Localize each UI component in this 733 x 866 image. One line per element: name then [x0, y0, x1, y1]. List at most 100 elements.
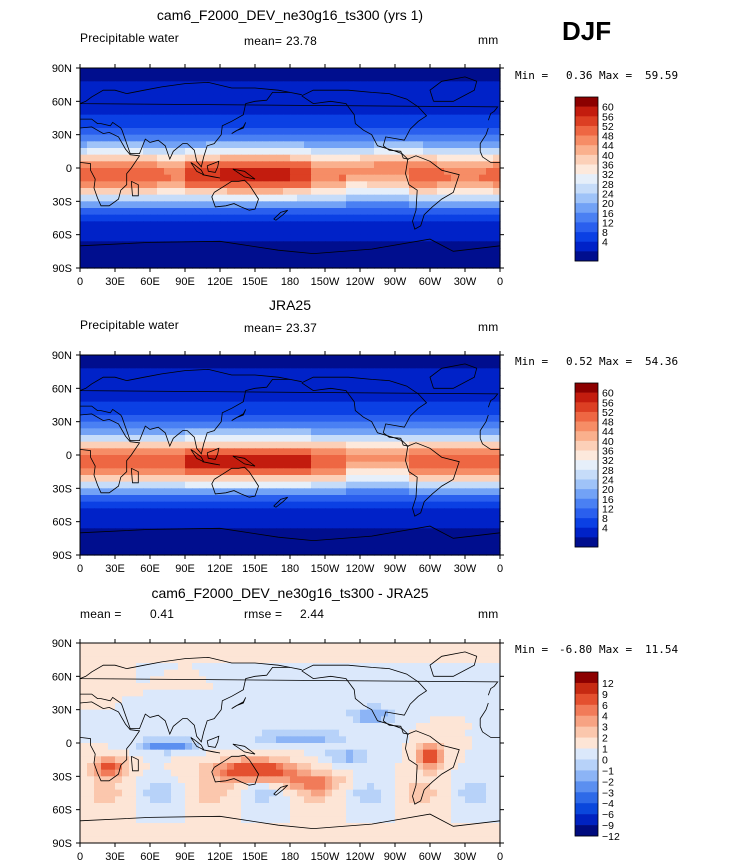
field-cell — [122, 415, 130, 423]
field-cell — [493, 188, 501, 196]
field-cell — [339, 128, 347, 136]
field-cell — [206, 68, 214, 76]
field-cell — [430, 68, 438, 76]
field-cell — [430, 375, 438, 383]
field-cell — [402, 361, 410, 369]
field-cell — [360, 141, 368, 149]
field-cell — [101, 161, 109, 169]
field-cell — [290, 228, 298, 236]
field-cell — [332, 515, 340, 523]
field-cell — [402, 709, 410, 717]
field-cell — [402, 435, 410, 443]
field-cell — [241, 428, 249, 436]
field-cell — [80, 428, 88, 436]
field-cell — [318, 74, 326, 82]
field-cell — [101, 381, 109, 389]
field-cell — [108, 128, 116, 136]
field-cell — [472, 501, 480, 509]
field-cell — [234, 208, 242, 216]
field-cell — [430, 736, 438, 744]
field-cell — [493, 261, 501, 269]
colorbar-box — [575, 537, 598, 548]
field-cell — [122, 508, 130, 516]
field-cell — [472, 214, 480, 222]
field-cell — [136, 355, 144, 363]
field-cell — [101, 214, 109, 222]
field-cell — [136, 401, 144, 409]
field-cell — [332, 208, 340, 216]
field-cell — [409, 134, 417, 142]
field-cell — [402, 241, 410, 249]
field-cell — [458, 395, 466, 403]
field-cell — [227, 261, 235, 269]
field-cell — [234, 174, 242, 182]
y-tick-label: 90N — [52, 63, 72, 75]
field-cell — [472, 515, 480, 523]
field-cell — [430, 703, 438, 711]
field-cell — [178, 656, 186, 664]
field-cell — [395, 221, 403, 229]
field-cell — [311, 663, 319, 671]
field-cell — [325, 101, 333, 109]
field-cell — [374, 521, 382, 529]
field-cell — [227, 663, 235, 671]
y-tick-label: 0 — [66, 450, 72, 462]
field-cell — [269, 188, 277, 196]
field-cell — [94, 154, 102, 162]
field-cell — [311, 101, 319, 109]
field-cell — [458, 201, 466, 209]
field-cell — [227, 528, 235, 536]
field-cell — [416, 763, 424, 771]
field-cell — [157, 515, 165, 523]
field-cell — [451, 121, 459, 129]
field-cell — [367, 401, 375, 409]
field-cell — [94, 468, 102, 476]
field-cell — [430, 749, 438, 757]
field-cell — [318, 528, 326, 536]
field-cell — [381, 435, 389, 443]
field-cell — [465, 121, 473, 129]
field-cell — [479, 241, 487, 249]
field-cell — [115, 388, 123, 396]
field-cell — [87, 114, 95, 122]
field-cell — [108, 381, 116, 389]
field-cell — [136, 361, 144, 369]
field-cell — [437, 194, 445, 202]
field-cell — [486, 535, 494, 543]
field-cell — [276, 181, 284, 189]
field-cell — [325, 521, 333, 529]
field-cell — [444, 254, 452, 262]
field-cell — [353, 749, 361, 757]
field-cell — [241, 68, 249, 76]
field-cell — [381, 228, 389, 236]
field-cell — [332, 488, 340, 496]
field-cell — [458, 154, 466, 162]
field-cell — [465, 448, 473, 456]
field-cell — [143, 508, 151, 516]
field-cell — [248, 488, 256, 496]
field-cell — [353, 214, 361, 222]
field-cell — [157, 683, 165, 691]
field-cell — [171, 508, 179, 516]
field-cell — [227, 448, 235, 456]
field-cell — [255, 161, 263, 169]
field-cell — [206, 441, 214, 449]
field-cell — [297, 501, 305, 509]
field-cell — [262, 481, 270, 489]
field-cell — [255, 541, 263, 549]
field-cell — [486, 161, 494, 169]
field-cell — [486, 689, 494, 697]
field-cell — [374, 669, 382, 677]
field-cell — [479, 501, 487, 509]
field-cell — [374, 121, 382, 129]
field-cell — [157, 401, 165, 409]
field-cell — [129, 501, 137, 509]
field-cell — [283, 234, 291, 242]
field-cell — [374, 208, 382, 216]
field-cell — [171, 729, 179, 737]
field-cell — [479, 68, 487, 76]
field-cell — [122, 88, 130, 96]
coastline — [79, 525, 501, 542]
field-cell — [430, 683, 438, 691]
field-cell — [269, 643, 277, 651]
